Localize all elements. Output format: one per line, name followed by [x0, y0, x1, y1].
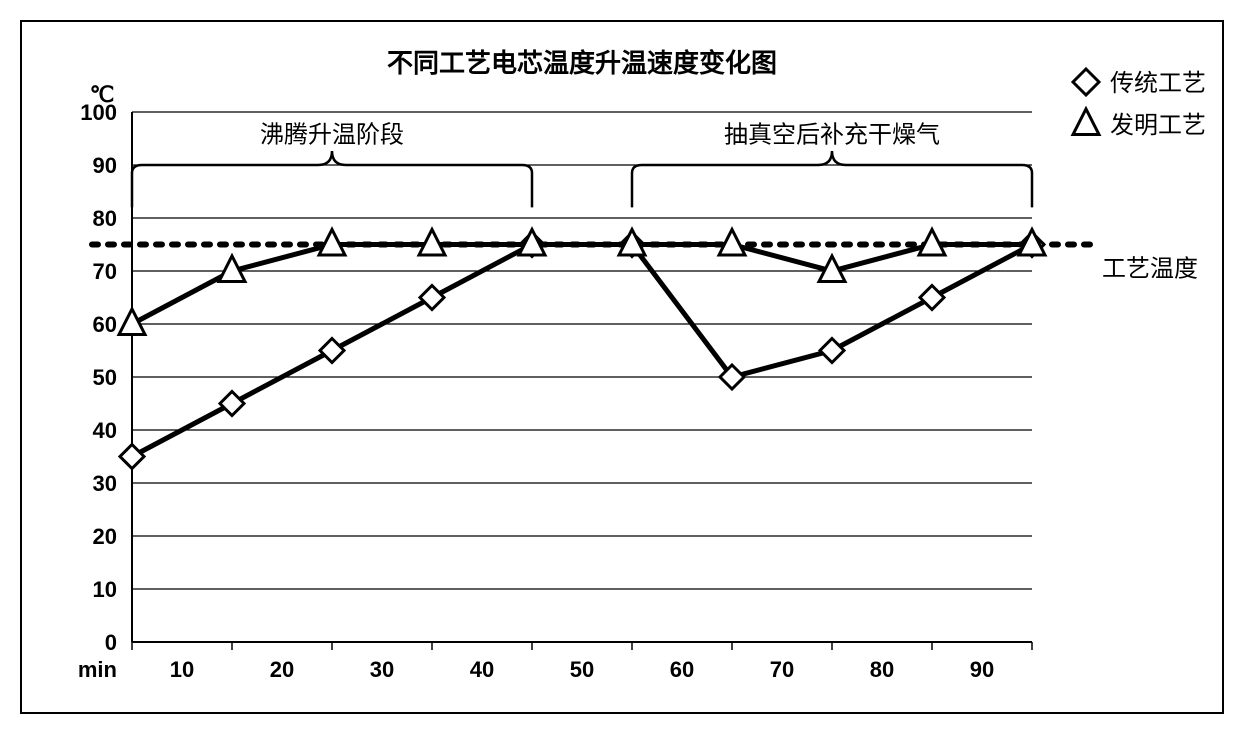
legend-marker-icon: [1073, 109, 1099, 135]
x-tick-label: 10: [170, 657, 194, 682]
x-tick-label: 20: [270, 657, 294, 682]
chart-border: 不同工艺电芯温度升温速度变化图℃0102030405060708090100mi…: [20, 20, 1224, 714]
series-marker-0: [920, 286, 944, 310]
annotation-bracket: [632, 151, 1032, 207]
y-tick-label: 80: [93, 206, 117, 231]
series-line-0: [132, 245, 1032, 457]
annotation-label: 沸腾升温阶段: [260, 122, 404, 149]
x-tick-label: 60: [670, 657, 694, 682]
x-unit-label: min: [78, 657, 117, 682]
y-tick-label: 30: [93, 471, 117, 496]
annotation-label: 抽真空后补充干燥气: [724, 122, 940, 149]
y-tick-label: 90: [93, 153, 117, 178]
y-tick-label: 50: [93, 365, 117, 390]
x-tick-label: 30: [370, 657, 394, 682]
x-tick-label: 70: [770, 657, 794, 682]
series-marker-0: [220, 392, 244, 416]
series-marker-0: [320, 339, 344, 363]
x-tick-label: 40: [470, 657, 494, 682]
y-tick-label: 60: [93, 312, 117, 337]
reference-line-label: 工艺温度: [1102, 256, 1198, 283]
legend-marker-icon: [1073, 69, 1099, 95]
y-tick-label: 100: [80, 100, 117, 125]
y-tick-label: 20: [93, 524, 117, 549]
y-tick-label: 70: [93, 259, 117, 284]
chart-container: 不同工艺电芯温度升温速度变化图℃0102030405060708090100mi…: [0, 0, 1240, 730]
series-line-1: [132, 245, 1032, 325]
series-marker-0: [420, 286, 444, 310]
chart-title: 不同工艺电芯温度升温速度变化图: [387, 48, 777, 78]
legend-label: 传统工艺: [1110, 70, 1206, 97]
y-tick-label: 40: [93, 418, 117, 443]
series-marker-0: [120, 445, 144, 469]
y-tick-label: 0: [105, 630, 117, 655]
series-marker-0: [820, 339, 844, 363]
x-tick-label: 90: [970, 657, 994, 682]
x-tick-label: 50: [570, 657, 594, 682]
annotation-bracket: [132, 151, 532, 207]
chart-svg: 不同工艺电芯温度升温速度变化图℃0102030405060708090100mi…: [22, 22, 1222, 712]
x-tick-label: 80: [870, 657, 894, 682]
y-tick-label: 10: [93, 577, 117, 602]
legend-label: 发明工艺: [1110, 112, 1206, 139]
